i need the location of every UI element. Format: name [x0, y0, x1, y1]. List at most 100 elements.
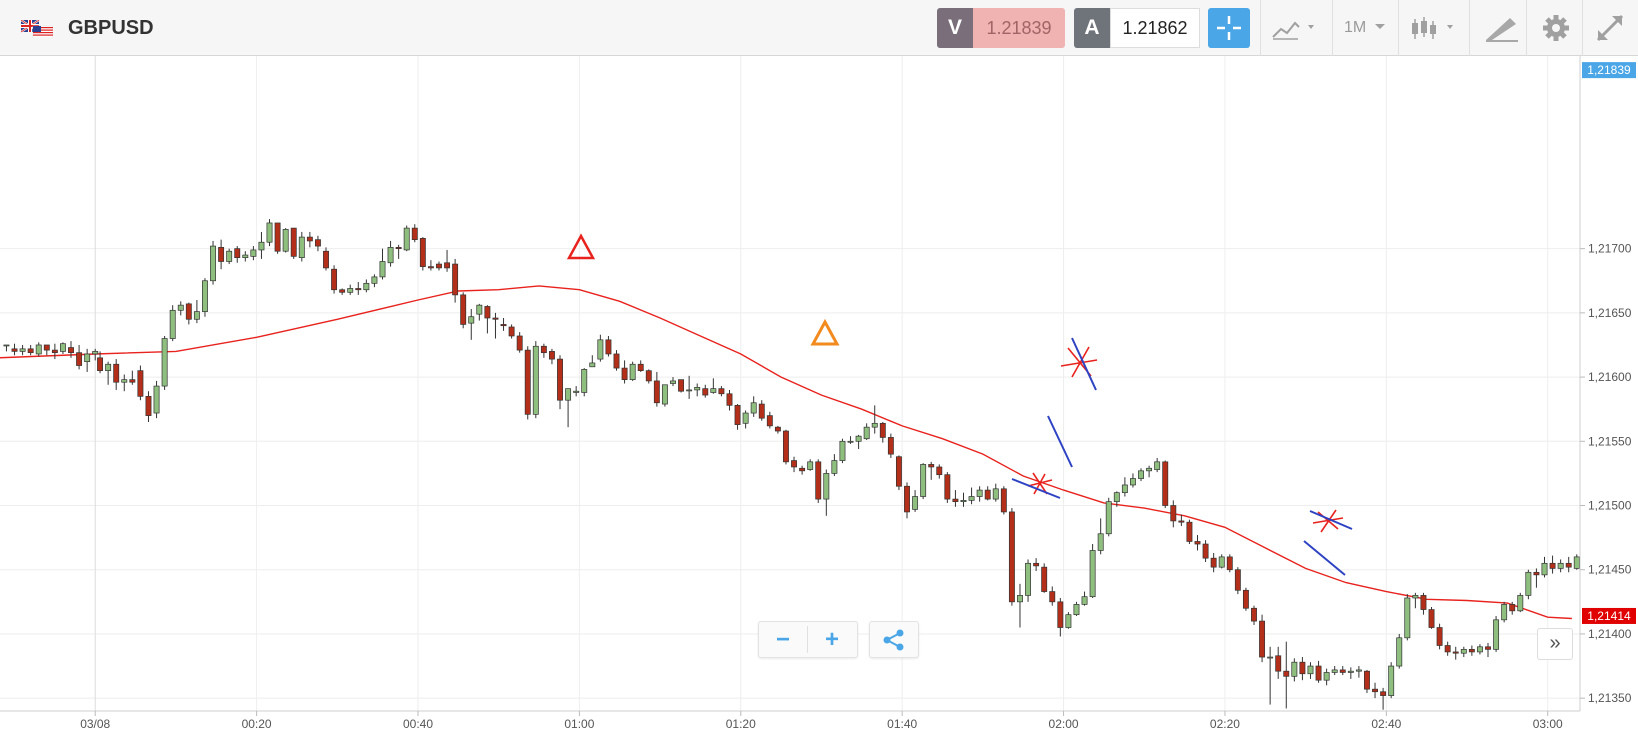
- price-chart[interactable]: 1,21700 1,21650 1,21600 1,21550 1,21500 1,214…: [0, 56, 1638, 731]
- candle-body: [419, 238, 426, 267]
- candle-body: [43, 344, 50, 351]
- zoom-controls: − +: [758, 621, 858, 658]
- candle-body: [1565, 562, 1572, 568]
- candle: [1154, 457, 1161, 473]
- candle: [1485, 642, 1491, 658]
- cross-drawing-3: [1320, 509, 1337, 533]
- candle: [831, 454, 838, 476]
- candle: [1549, 555, 1556, 574]
- candle-body: [1396, 637, 1403, 667]
- candle-body: [783, 430, 789, 463]
- y-tick-label: 1,21700: [1588, 242, 1632, 256]
- candle: [1533, 568, 1540, 588]
- candle: [1251, 605, 1257, 625]
- share-icon: [883, 629, 904, 651]
- candle: [1025, 559, 1031, 602]
- candle: [137, 365, 144, 401]
- trend-line-4: [1303, 540, 1346, 576]
- candle-body: [1307, 665, 1314, 675]
- grid: [0, 56, 1580, 711]
- candle: [823, 469, 830, 516]
- candle: [1000, 486, 1007, 515]
- candle: [1355, 666, 1362, 678]
- candle: [3, 344, 10, 352]
- candle: [11, 343, 18, 356]
- candle-body: [887, 437, 894, 455]
- candle: [210, 240, 216, 285]
- candle-body: [532, 345, 539, 415]
- share-button[interactable]: [869, 621, 919, 658]
- draw-button[interactable]: [1480, 10, 1524, 46]
- candle-body: [1170, 505, 1177, 522]
- candle-body: [1218, 556, 1225, 568]
- candle: [1476, 644, 1483, 655]
- candle-body: [750, 402, 757, 414]
- zoom-out-button[interactable]: −: [775, 626, 790, 653]
- candle-body: [444, 262, 450, 269]
- candle: [1388, 662, 1395, 699]
- candle: [1396, 633, 1403, 669]
- candle-body: [282, 229, 289, 252]
- candle: [1525, 569, 1532, 600]
- candles-button[interactable]: [1407, 10, 1463, 46]
- sell-price[interactable]: 1.21839: [973, 8, 1065, 48]
- candle: [250, 246, 257, 261]
- candle-body: [573, 390, 580, 393]
- candle: [121, 374, 128, 392]
- candle: [266, 219, 273, 247]
- settings-button[interactable]: [1538, 10, 1574, 46]
- candle: [460, 292, 467, 329]
- candle-body: [661, 384, 668, 405]
- price-tag-label: 1,21414: [1587, 609, 1631, 623]
- candle-body: [968, 496, 975, 501]
- candle-body: [411, 227, 418, 241]
- candle: [19, 344, 26, 356]
- buy-button[interactable]: A: [1074, 8, 1110, 48]
- candle-body: [1420, 595, 1427, 610]
- candle-body: [847, 440, 854, 443]
- candle: [524, 346, 531, 420]
- buy-price[interactable]: 1.21862: [1110, 8, 1200, 48]
- candle-body: [68, 347, 74, 354]
- candle: [363, 279, 370, 293]
- price-tag-last: [1582, 607, 1636, 624]
- cross-drawing-2: [1071, 346, 1090, 378]
- candle: [1226, 554, 1233, 573]
- candle: [734, 404, 741, 430]
- candle: [1372, 682, 1378, 699]
- scroll-forward-button[interactable]: »: [1537, 628, 1573, 660]
- candle-body: [952, 498, 959, 503]
- candle: [1541, 556, 1548, 578]
- candle-body: [1251, 607, 1257, 622]
- candle-body: [1162, 461, 1169, 506]
- x-tick-label: 01:40: [887, 717, 917, 731]
- candle-body: [653, 380, 660, 404]
- candle: [839, 438, 846, 464]
- candle: [76, 344, 83, 370]
- zoom-in-button[interactable]: +: [824, 626, 839, 653]
- candle: [1339, 666, 1346, 676]
- candle-body: [290, 227, 297, 257]
- candle: [799, 465, 806, 475]
- candle-body: [403, 227, 410, 251]
- crosshair-button[interactable]: [1208, 8, 1250, 48]
- candle: [1097, 518, 1104, 555]
- candle: [1364, 669, 1370, 694]
- separator: [1526, 0, 1527, 56]
- candle-body: [726, 393, 733, 406]
- candle-body: [984, 489, 991, 500]
- candle-body: [234, 248, 241, 258]
- chart-type-button[interactable]: [1270, 10, 1324, 46]
- candle: [549, 348, 555, 365]
- candle: [1146, 465, 1153, 478]
- candle-body: [121, 379, 128, 383]
- fullscreen-button[interactable]: [1592, 10, 1628, 46]
- candle-body: [1541, 562, 1548, 576]
- sell-button[interactable]: V: [937, 8, 973, 48]
- timeframe-label: 1M: [1344, 19, 1367, 36]
- candle-body: [468, 316, 475, 324]
- candle: [339, 288, 346, 295]
- timeframe-button[interactable]: 1M: [1340, 10, 1390, 46]
- candle-body: [379, 261, 386, 278]
- candle: [226, 248, 233, 265]
